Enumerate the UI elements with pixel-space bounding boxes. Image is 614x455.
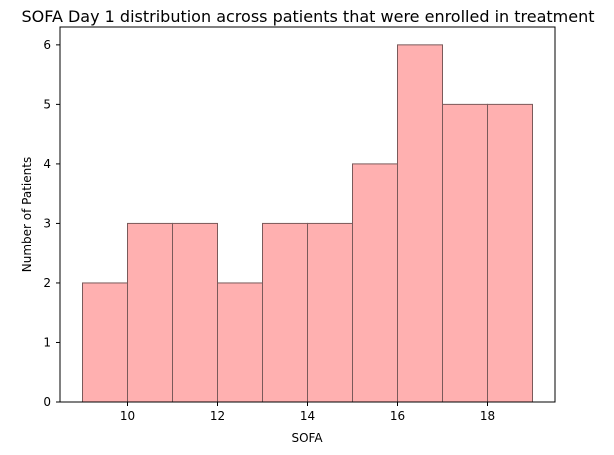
- histogram-bar: [127, 222, 173, 403]
- y-tick-label: 0: [43, 395, 51, 409]
- y-tick-label: 3: [43, 216, 51, 230]
- histogram-bar: [82, 282, 128, 403]
- x-tick-label: 16: [390, 409, 405, 423]
- y-axis-label: Number of Patients: [20, 157, 34, 272]
- x-tick-label: 10: [120, 409, 135, 423]
- x-tick-label: 12: [210, 409, 225, 423]
- histogram-bar: [397, 44, 443, 403]
- x-axis-ticks: 10 12 14 16 18: [120, 402, 495, 423]
- y-tick-label: 6: [43, 38, 51, 52]
- histogram-bar: [307, 222, 353, 403]
- bars-group: [82, 44, 533, 403]
- y-tick-label: 5: [43, 97, 51, 111]
- y-tick-label: 1: [43, 335, 51, 349]
- chart-title: SOFA Day 1 distribution across patients …: [21, 7, 594, 26]
- x-tick-label: 14: [300, 409, 315, 423]
- histogram-bar: [442, 103, 488, 403]
- x-tick-label: 18: [480, 409, 495, 423]
- y-tick-label: 4: [43, 157, 51, 171]
- x-axis-label: SOFA: [291, 431, 323, 445]
- y-tick-label: 2: [43, 276, 51, 290]
- histogram-bar: [352, 163, 398, 403]
- histogram-bar: [172, 222, 218, 403]
- histogram-bar: [217, 282, 263, 403]
- histogram-bar: [487, 103, 533, 403]
- y-axis-ticks: 0 1 2 3 4 5 6: [43, 38, 60, 409]
- histogram-bar: [262, 222, 308, 403]
